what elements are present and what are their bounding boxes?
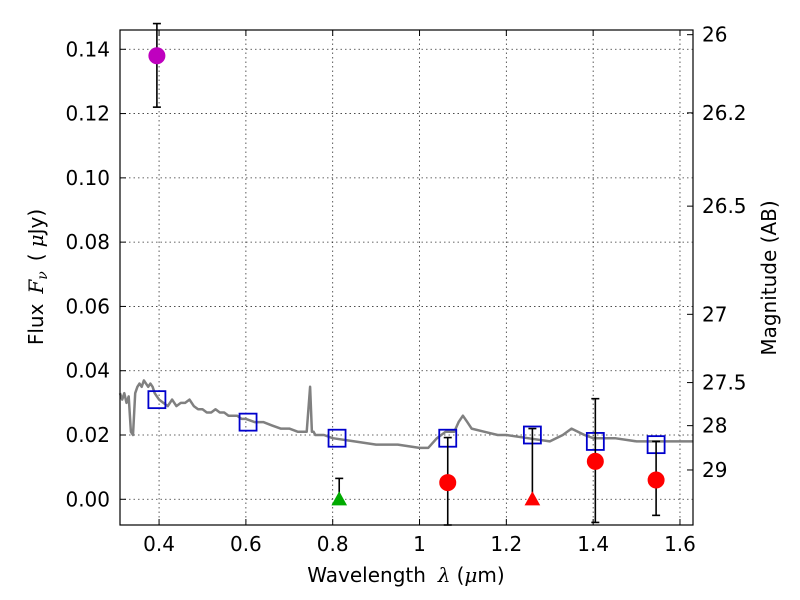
- mag-tick-label: 26: [702, 23, 727, 47]
- mag-tick-label: 26.5: [702, 194, 747, 218]
- grid-lines: [120, 30, 693, 525]
- x-tick-label: 1.6: [664, 532, 696, 556]
- mag-tick-label: 28: [702, 414, 727, 438]
- observation-point: [647, 471, 665, 489]
- y-tick-label: 0.08: [65, 230, 110, 254]
- y-tick-label: 0.12: [65, 102, 110, 126]
- sed-model-line: [118, 379, 693, 450]
- model-photometry-square: [238, 412, 258, 432]
- x-tick-label: 1.2: [490, 532, 522, 556]
- y-tick-label: 0.02: [65, 423, 110, 447]
- mag-tick-label: 27: [702, 302, 727, 326]
- model-photometry-square: [327, 428, 347, 448]
- mag-tick-label: 29: [702, 458, 727, 482]
- plot-area: [118, 22, 693, 526]
- y-tick-label: 0.06: [65, 294, 110, 318]
- x-tick-label: 1: [413, 532, 426, 556]
- y2-axis-label: Magnitude (AB): [757, 200, 781, 355]
- observation-point: [439, 474, 457, 492]
- observation-point: [148, 47, 166, 65]
- x-tick-label: 0.8: [317, 532, 349, 556]
- y-tick-label: 0.04: [65, 359, 110, 383]
- y-axis-label: FluxFν(μJy): [24, 209, 51, 345]
- x-tick-label: 1.4: [577, 532, 609, 556]
- y-tick-label: 0.14: [65, 37, 110, 61]
- model-photometry-square: [147, 390, 167, 410]
- y-tick-label: 0.00: [65, 487, 110, 511]
- y-tick-label: 0.10: [65, 166, 110, 190]
- observation-upper-limit-triangle: [524, 491, 541, 506]
- plot-frame: [119, 29, 694, 526]
- x-axis-label: Wavelength λ (μm): [307, 563, 504, 587]
- observation-upper-limit-triangle: [331, 491, 348, 506]
- mag-tick-label: 26.2: [702, 101, 747, 125]
- observation-point: [586, 452, 604, 470]
- x-tick-label: 0.6: [230, 532, 262, 556]
- axis-ticks: 0.4 0.6 0.8 1 1.2 1.4 1.6 0.00 0.02 0.04 0.06 0.08 0…: [65, 23, 746, 556]
- x-tick-label: 0.4: [143, 532, 175, 556]
- mag-tick-label: 27.5: [702, 371, 747, 395]
